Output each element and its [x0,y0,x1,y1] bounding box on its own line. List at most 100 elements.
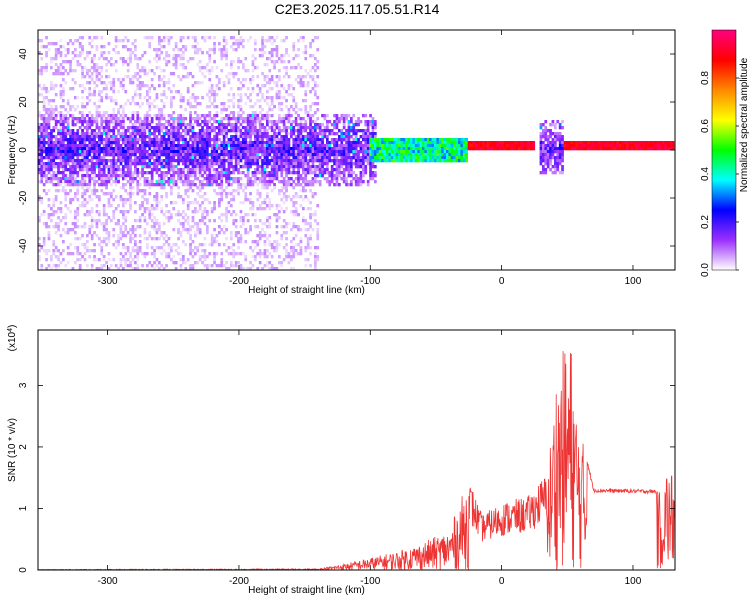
spectrogram-cell [38,147,41,151]
spectrogram-cell [66,48,70,52]
spectrogram-cell [83,168,87,172]
spectrogram-cell [100,75,104,79]
spectrogram-cell [40,168,44,172]
spectrogram-cell [170,138,173,142]
spectrogram-cell [134,111,137,115]
spectrogram-cell [38,141,41,145]
spectrogram-cell [203,210,207,214]
spectrogram-cell [64,108,68,112]
spectrogram-cell [328,183,332,187]
spectrogram-cell [309,252,312,256]
spectrogram-cell [292,255,296,259]
spectrogram-cell [342,153,346,157]
spectrogram-cell [57,249,60,253]
spectrogram-cell [150,225,154,229]
spectrogram-cell [117,222,120,226]
spectrogram-cell [304,138,308,142]
spectrogram-cell [242,45,245,49]
spectrogram-cell [359,147,363,151]
spectrogram-cell [124,129,128,133]
spectrogram-cell [386,153,389,157]
spectrogram-cell [150,69,154,73]
spectrogram-cell [153,237,156,241]
spectrogram-cell [290,147,293,151]
spectrogram-cell [45,129,48,133]
spectrogram-cell [189,159,192,163]
spectrogram-cell [342,171,346,175]
spectrogram-cell [189,186,192,190]
spectrogram-cell [93,243,96,247]
spectrogram-cell [165,162,168,166]
spectrogram-cell [45,126,48,130]
spectrogram-cell [304,156,308,160]
spectrogram-cell [110,87,113,91]
spectrogram-cell [316,246,320,250]
spectrogram-cell [222,159,226,163]
spectrogram-cell [237,237,240,241]
spectrogram-cell [304,126,308,130]
spectrogram-cell [167,183,171,187]
spectrogram-cell [203,114,207,118]
spectrogram-cell [196,150,200,154]
spectrogram-cell [326,156,329,160]
spectrogram-cell [285,165,288,169]
spectrogram-cell [76,159,80,163]
spectrogram-cell [354,123,358,127]
spectrogram-cell [316,234,320,238]
spectrogram-cell [239,108,243,112]
spectrogram-cell [213,252,216,256]
spectrogram-cell [158,153,161,157]
spectrogram-cell [95,189,99,193]
spectrogram-cell [160,108,164,112]
spectrogram-cell [102,228,106,232]
spectrogram-cell [42,165,46,169]
spectrogram-cell [146,183,149,187]
spectrogram-cell [45,147,48,151]
spectrogram-cell [215,159,219,163]
spectrogram-cell [182,57,185,61]
spectrogram-cell [78,237,82,241]
spectrogram-cell [268,96,272,100]
spectrogram-cell [263,183,267,187]
spectrogram-cell [275,168,279,172]
spectrogram-cell [52,210,56,214]
spectrogram-cell [398,147,401,151]
spectrogram-cell [126,231,130,235]
spectrogram-cell [311,195,315,199]
spectrogram-cell [314,57,317,61]
spectrogram-cell [210,237,214,241]
spectrogram-cell [333,153,336,157]
spectrogram-cell [76,219,80,223]
spectrogram-cell [186,216,190,220]
spectrogram-cell [124,135,128,139]
spectrogram-cell [225,261,228,265]
spectrogram-cell [57,180,60,184]
spectrogram-cell [76,237,80,241]
spectrogram-cell [299,123,303,127]
spectrogram-cell [162,162,166,166]
spectrogram-cell [177,126,180,130]
spectrogram-cell [184,117,188,121]
spectrogram-cell [90,264,94,268]
spectrogram-cell [251,183,255,187]
spectrogram-cell [131,153,135,157]
spectrogram-cell [222,117,226,121]
spectrogram-cell [263,162,267,166]
spectrogram-cell [198,162,202,166]
spectrogram-cell [131,132,135,136]
spectrogram-cell [179,264,183,268]
spectrogram-cell [196,144,200,148]
spectrogram-cell [153,138,156,142]
spectrogram-cell [62,45,65,49]
spectrogram-cell [150,153,154,157]
spectrogram-cell [66,129,70,133]
spectrogram-cell [50,153,53,157]
spectrogram-cell [174,129,178,133]
spectrogram-cell [129,240,132,244]
spectrogram-cell [311,180,315,184]
spectrogram-cell [203,258,207,262]
spectrogram-cell [340,147,344,151]
spectrogram-cell [162,84,166,88]
spectrogram-cell [62,123,65,127]
spectrogram-cell [314,138,317,142]
